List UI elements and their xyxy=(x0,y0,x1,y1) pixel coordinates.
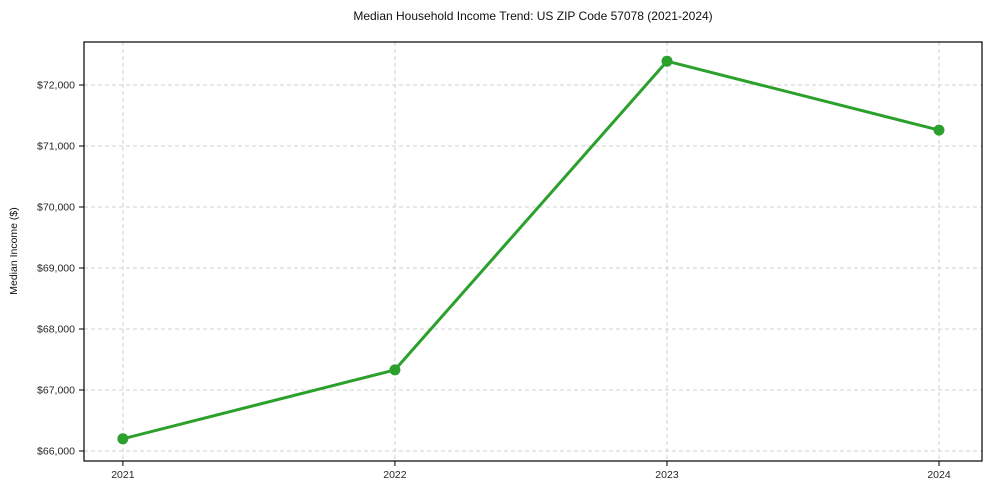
trend-line xyxy=(121,59,941,441)
data-point-2023 xyxy=(661,55,673,67)
y-tick-label: $71,000 xyxy=(37,141,75,153)
x-tick-label: 2024 xyxy=(927,469,951,481)
y-tick-label: $68,000 xyxy=(37,323,75,335)
data-point-2022 xyxy=(389,364,401,376)
data-point-2024 xyxy=(933,124,945,136)
y-tick-label: $67,000 xyxy=(37,384,75,396)
y-tick-label: $69,000 xyxy=(37,263,75,275)
y-tick-label: $66,000 xyxy=(37,445,75,457)
plot-background xyxy=(84,42,982,461)
y-axis-label: Median Income ($) xyxy=(8,207,20,295)
y-tick-label: $72,000 xyxy=(37,80,75,92)
x-tick-label: 2023 xyxy=(655,469,679,481)
x-tick-label: 2022 xyxy=(383,469,407,481)
axes-spines xyxy=(83,41,983,462)
x-tick-label: 2021 xyxy=(111,469,135,481)
y-tick-label: $70,000 xyxy=(37,202,75,214)
data-point-2021 xyxy=(117,433,129,445)
chart-title: Median Household Income Trend: US ZIP Co… xyxy=(353,9,713,23)
